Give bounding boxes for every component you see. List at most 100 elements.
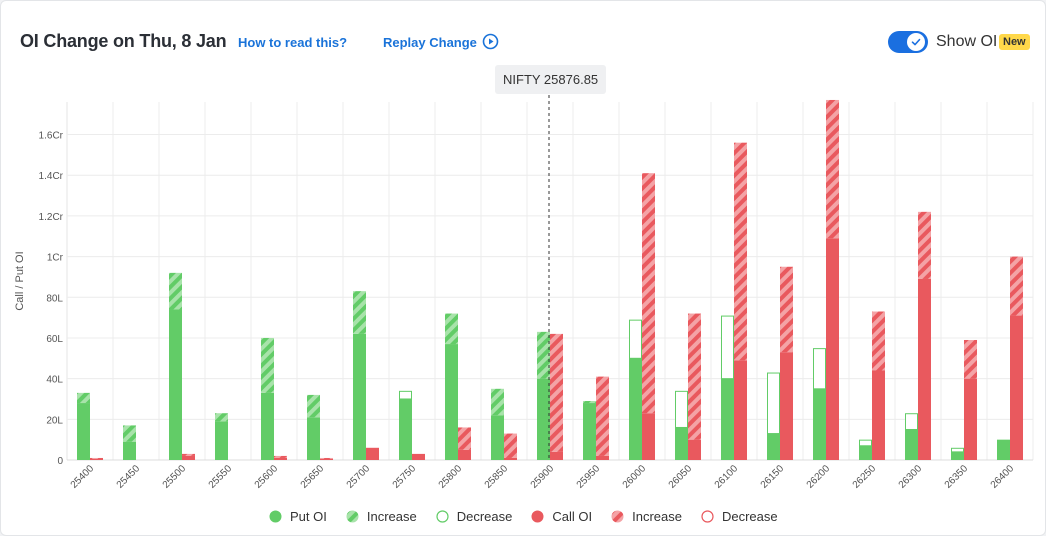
- show-oi-toggle[interactable]: [888, 31, 928, 53]
- call-oi-bar: [826, 238, 839, 460]
- x-tick-label: 26100: [713, 463, 741, 491]
- put-increase-bar: [537, 331, 550, 379]
- put-decrease-bar: [859, 439, 872, 447]
- x-tick-label: 25750: [391, 463, 419, 491]
- put-oi-bar: [721, 378, 734, 460]
- x-tick-label: 26350: [943, 463, 971, 491]
- call-increase-bar: [90, 457, 103, 459]
- call-oi-bar: [734, 360, 747, 460]
- put-oi-bar: [997, 439, 1010, 460]
- legend-put-oi[interactable]: Put OI: [269, 509, 327, 524]
- legend-call-decrease-label: Decrease: [721, 508, 778, 524]
- y-tick-label: 80L: [46, 293, 63, 304]
- put-oi-bar: [767, 433, 780, 460]
- toggle-knob: [907, 33, 925, 51]
- call-increase-bar: [504, 433, 517, 458]
- call-increase-bar: [182, 453, 195, 456]
- x-tick-label: 26400: [989, 463, 1017, 491]
- put-decrease-bar: [675, 390, 688, 428]
- put-oi-bar: [675, 427, 688, 460]
- put-increase-bar: [491, 388, 504, 416]
- put-decrease-bar: [767, 372, 780, 435]
- put-increase-bar: [583, 401, 596, 404]
- put-oi-bar: [951, 451, 964, 460]
- x-tick-label: 25700: [345, 463, 373, 491]
- call-oi-bar: [274, 457, 287, 460]
- call-oi-bar: [1010, 315, 1023, 460]
- put-oi-bar: [169, 309, 182, 460]
- x-axis: 25400 25450 25500 25550 25600 25650 25700 25750…: [69, 463, 1017, 491]
- call-decrease-swatch-icon: [701, 509, 714, 523]
- call-oi-bar: [872, 370, 885, 460]
- put-oi-bar: [905, 429, 918, 460]
- y-tick-label: 1.6Cr: [39, 131, 64, 142]
- legend-call-decrease[interactable]: Decrease: [701, 509, 778, 524]
- call-increase-bar: [1010, 256, 1023, 316]
- legend-put-decrease[interactable]: Decrease: [436, 508, 513, 524]
- y-tick-label: 1.4Cr: [39, 171, 64, 182]
- call-oi-bar: [90, 458, 103, 460]
- put-decrease-bar: [951, 447, 964, 453]
- x-tick-label: 25400: [69, 463, 97, 491]
- call-increase-bar: [596, 376, 609, 456]
- put-increase-bar: [445, 313, 458, 345]
- y-tick-label: 60L: [46, 334, 63, 345]
- x-tick-label: 25950: [575, 463, 603, 491]
- new-badge: New: [999, 34, 1030, 50]
- y-axis-title: Call / Put OI: [14, 251, 26, 310]
- x-tick-label: 25450: [115, 463, 143, 491]
- bars-group: [77, 99, 1023, 460]
- replay-change-link[interactable]: Replay Change: [383, 35, 477, 50]
- x-tick-label: 26250: [851, 463, 879, 491]
- call-increase-bar: [688, 313, 701, 440]
- x-tick-label: 26200: [805, 463, 833, 491]
- put-oi-bar: [445, 344, 458, 460]
- x-tick-label: 25850: [483, 463, 511, 491]
- x-tick-label: 26050: [667, 463, 695, 491]
- how-to-read-link[interactable]: How to read this?: [238, 35, 348, 50]
- put-oi-bar: [399, 398, 412, 460]
- y-tick-label: 40L: [46, 375, 63, 386]
- call-increase-bar: [918, 211, 931, 279]
- call-oi-bar: [412, 453, 425, 460]
- legend-put-decrease-label: Decrease: [456, 508, 513, 524]
- put-oi-bar: [261, 392, 274, 460]
- call-oi-bar: [596, 455, 609, 460]
- x-tick-label: 25800: [437, 463, 465, 491]
- put-oi-bar: [859, 445, 872, 460]
- x-tick-label: 26150: [759, 463, 787, 491]
- put-decrease-swatch-icon: [436, 509, 449, 523]
- call-oi-bar: [642, 413, 655, 460]
- play-circle-icon[interactable]: [482, 33, 499, 50]
- x-tick-label: 26000: [621, 463, 649, 491]
- check-icon: [911, 38, 921, 46]
- y-tick-label: 20L: [46, 415, 63, 426]
- put-oi-bar: [307, 417, 320, 460]
- put-increase-bar: [123, 425, 136, 442]
- call-oi-bar: [366, 447, 379, 460]
- put-increase-bar: [353, 291, 366, 334]
- call-oi-bar: [550, 451, 563, 460]
- call-oi-bar: [964, 378, 977, 460]
- legend-call-increase-label: Increase: [632, 508, 682, 524]
- put-increase-swatch-icon: [346, 510, 359, 522]
- put-decrease-bar: [905, 413, 918, 430]
- legend-put-increase[interactable]: Increase: [346, 509, 417, 524]
- put-oi-bar: [353, 333, 366, 460]
- x-tick-label: 25500: [161, 463, 189, 491]
- chart-legend: Put OI Increase Decrease Call OI Increas…: [269, 508, 778, 524]
- legend-call-oi-label: Call OI: [552, 508, 593, 524]
- call-increase-bar: [550, 333, 563, 452]
- call-oi-bar: [320, 458, 333, 460]
- call-oi-bar: [182, 455, 195, 460]
- call-oi-bar: [458, 449, 471, 460]
- legend-call-oi[interactable]: Call OI: [531, 509, 592, 524]
- x-tick-label: 25900: [529, 463, 557, 491]
- put-oi-bar: [491, 415, 504, 460]
- y-axis: 0 20L 40L 60L 80L 1Cr 1.2Cr 1.4Cr 1.6Cr: [39, 131, 64, 467]
- call-oi-swatch-icon: [531, 510, 544, 522]
- put-oi-bar: [77, 403, 90, 460]
- put-increase-bar: [77, 392, 90, 404]
- legend-call-increase[interactable]: Increase: [611, 509, 682, 524]
